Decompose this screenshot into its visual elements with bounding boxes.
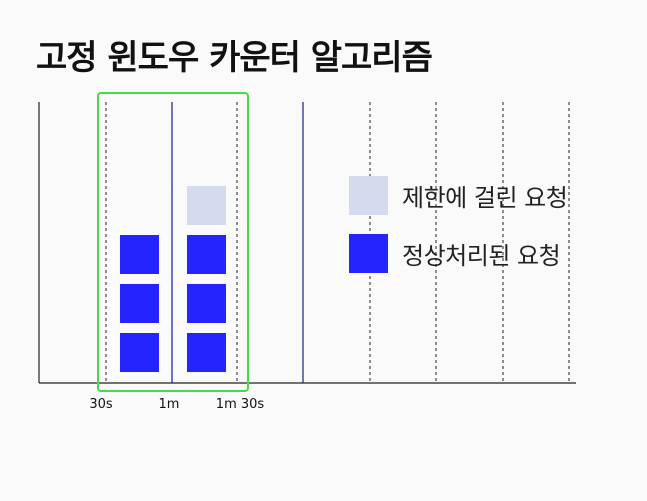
page-title: 고정 윈도우 카운터 알고리즘	[36, 38, 433, 78]
accepted-request-block	[120, 235, 159, 274]
rejected-request-block	[187, 186, 226, 225]
accepted-request-block	[187, 333, 226, 372]
legend-item-accepted: 정상처리된 요청	[349, 234, 561, 273]
legend-item-rejected: 제한에 걸린 요청	[349, 176, 568, 215]
accepted-request-block	[187, 284, 226, 323]
legend-swatch-accepted	[349, 234, 388, 273]
legend-swatch-rejected	[349, 176, 388, 215]
tick-label-30s: 30s	[89, 397, 113, 412]
tick-label-1m30s: 1m 30s	[215, 397, 265, 412]
accepted-request-block	[187, 235, 226, 274]
legend-label-rejected: 제한에 걸린 요청	[402, 184, 568, 212]
legend-label-accepted: 정상처리된 요청	[402, 242, 561, 270]
window-highlight-box	[97, 92, 249, 392]
accepted-request-block	[120, 284, 159, 323]
tick-label-1m: 1m	[158, 397, 180, 412]
accepted-request-block	[120, 333, 159, 372]
